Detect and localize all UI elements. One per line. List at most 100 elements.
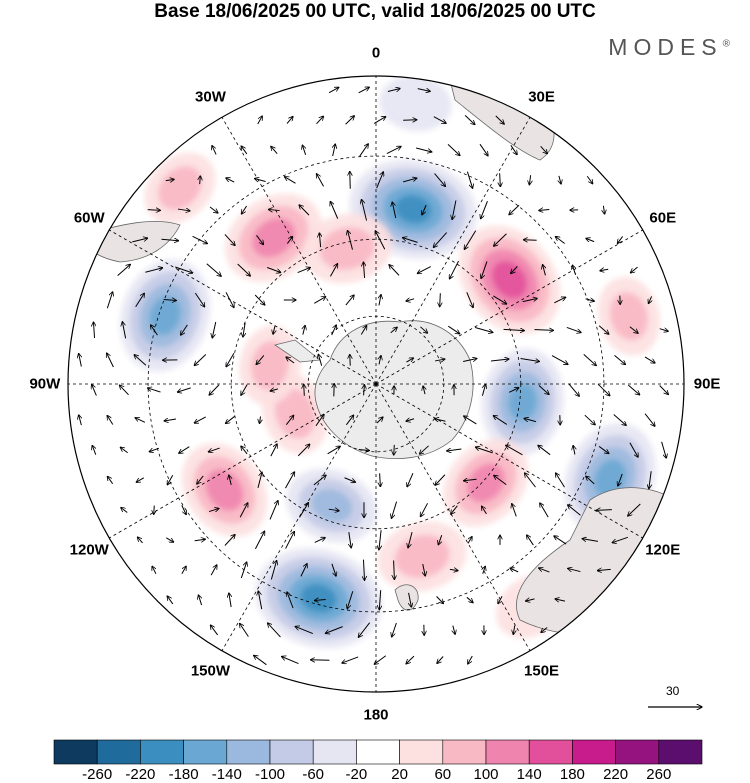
longitude-label: 90E [693, 375, 721, 393]
antarctic-peninsula [274, 339, 322, 363]
wind-vector [360, 326, 366, 335]
wind-vector [506, 445, 523, 456]
wind-vector [513, 625, 514, 635]
wind-vector [509, 388, 519, 393]
wind-vector [449, 260, 460, 279]
wind-vector [376, 172, 384, 189]
wind-vector [373, 117, 386, 124]
wind-vector [585, 299, 595, 301]
wind-vector [167, 596, 174, 605]
wind-vector [572, 265, 575, 276]
wind-vector [179, 446, 190, 454]
wind-vector [435, 474, 446, 485]
wind-vector [345, 116, 355, 125]
wind-vector [287, 592, 294, 609]
longitude-label: 30W [195, 88, 226, 106]
wind-vector [375, 231, 386, 250]
wind-vector [523, 240, 537, 241]
wind-vector [451, 505, 458, 514]
wind-vector [510, 568, 519, 573]
wind-vector [314, 599, 326, 600]
wind-vector [629, 442, 638, 457]
anomaly-contour [149, 295, 181, 336]
anomaly-contour [508, 383, 538, 421]
wind-vector [434, 173, 446, 187]
wind-vector [503, 329, 525, 330]
wind-vector [618, 473, 623, 486]
wind-vector [420, 503, 428, 516]
wind-vector [568, 505, 581, 516]
wind-vector [483, 566, 486, 574]
colorbar-tick-label: -260 [82, 766, 113, 783]
wind-vector [406, 655, 415, 664]
wind-vector [348, 230, 353, 250]
wind-vector [254, 179, 266, 182]
wind-vector [363, 262, 364, 279]
wind-vector [628, 503, 641, 516]
wind-vector [524, 473, 536, 488]
wind-vector [600, 269, 609, 271]
wind-vector [467, 537, 472, 544]
wind-vector [256, 355, 265, 364]
wind-vector [648, 296, 651, 303]
wind-vector [344, 477, 356, 482]
wind-vector [603, 205, 604, 214]
colorbar-tick-label: -140 [211, 766, 242, 783]
wind-vector [452, 200, 457, 219]
wind-vector [613, 414, 627, 426]
wind-vector [107, 353, 114, 368]
wind-vector [420, 326, 427, 333]
wind-vectors [79, 87, 669, 665]
latitude-circle [147, 155, 605, 613]
wind-vector [163, 300, 177, 301]
anomaly-contour [250, 340, 289, 390]
wind-vector [512, 504, 517, 517]
wind-vector [629, 326, 638, 334]
wind-vector [466, 596, 473, 602]
wind-vector [586, 175, 592, 183]
wind-vector [391, 501, 398, 519]
brand-logo: MODES® [608, 34, 730, 61]
wind-vector [79, 415, 82, 426]
wind-vector [568, 568, 581, 573]
wind-vector [614, 355, 625, 364]
longitude-label: 60E [649, 209, 677, 227]
wind-vector [145, 268, 162, 273]
wind-vector [152, 566, 157, 575]
wind-vector [243, 322, 245, 337]
wind-vector [376, 417, 383, 424]
wind-vector [137, 537, 143, 544]
anomaly-contour [319, 226, 375, 270]
wind-vector [331, 563, 336, 576]
colorbar-tick-label: 60 [434, 766, 452, 783]
wind-vector [402, 238, 418, 243]
wind-vector [270, 560, 276, 580]
colorbar-swatch [226, 739, 271, 765]
longitude-label: 120E [645, 541, 681, 559]
wind-vector [210, 565, 217, 576]
wind-vector [286, 357, 295, 364]
wind-vector [482, 506, 487, 515]
anomaly-contour [252, 218, 296, 258]
wind-vector [165, 179, 174, 180]
wind-vector [92, 445, 97, 455]
wind-vector [166, 537, 173, 542]
wind-vector [330, 264, 337, 277]
longitude-label: 0 [371, 44, 381, 62]
colorbar-tick-label: -180 [168, 766, 199, 783]
colorbar-swatch [356, 739, 400, 765]
wind-vector [407, 472, 414, 487]
colorbar-tick-label: -20 [345, 766, 368, 783]
wind-vector [299, 503, 309, 518]
wind-vector [463, 479, 477, 481]
wind-vector [300, 564, 307, 577]
wind-vector [268, 623, 281, 638]
wind-vector [436, 596, 444, 603]
colorbar-swatch [658, 739, 703, 765]
colorbar-swatch [615, 739, 660, 765]
wind-vector [269, 501, 278, 520]
wind-vector [208, 508, 219, 511]
wind-vector [134, 355, 147, 366]
wind-vector [177, 387, 191, 392]
